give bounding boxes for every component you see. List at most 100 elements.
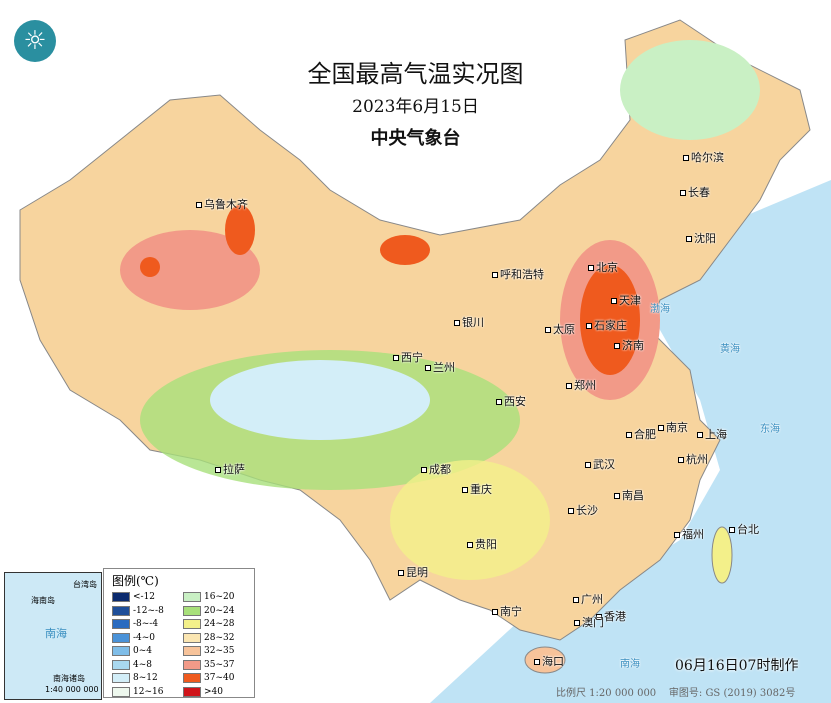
city-label: 广州 (573, 591, 603, 607)
legend-item: 37~40 (183, 672, 254, 685)
china-landmass (19, 19, 811, 641)
temp-zone-extreme-inner-mongolia (380, 235, 430, 265)
city-label: 南宁 (492, 603, 522, 619)
legend-item: >40 (183, 686, 254, 699)
city-label: 长春 (680, 184, 710, 200)
map-footer: 比例尺 1:20 000 000 审图号: GS (2019) 3082号 (556, 684, 795, 699)
legend-label: 0~4 (133, 646, 152, 657)
legend-label: 4~8 (133, 659, 152, 670)
legend-swatch (183, 646, 201, 657)
city-label: 杭州 (678, 451, 708, 467)
city-label: 太原 (545, 321, 575, 337)
temp-zone-northeast-green (620, 40, 760, 140)
legend-swatch (183, 686, 201, 697)
legend-item: 8~12 (112, 672, 183, 685)
legend-swatch (112, 686, 130, 697)
cma-logo-icon: ☼ (14, 20, 56, 62)
city-label: 重庆 (462, 481, 492, 497)
legend: 图例(℃) <-12 16~20 -12~-8 20~24 -8~-4 24~28 -4~0… (103, 568, 255, 698)
city-label: 武汉 (585, 456, 615, 472)
temp-zone-lightblue (210, 360, 430, 440)
legend-item: 32~35 (183, 645, 254, 658)
legend-item: -12~-8 (112, 605, 183, 618)
legend-label: 8~12 (133, 673, 158, 684)
legend-item: 4~8 (112, 659, 183, 672)
city-label: 济南 (614, 337, 644, 353)
city-label: 石家庄 (586, 317, 627, 333)
city-label: 长沙 (568, 502, 598, 518)
scale-text: 比例尺 1:20 000 000 (556, 688, 657, 699)
temp-zone-yellow (390, 460, 550, 580)
legend-item: <-12 (112, 591, 183, 604)
legend-item: 28~32 (183, 632, 254, 645)
temp-zone-extreme-turpan (225, 205, 255, 255)
map-number: 审图号: GS (2019) 3082号 (668, 688, 796, 699)
made-time: 06月16日07时制作 (675, 658, 799, 674)
city-label: 南京 (658, 419, 688, 435)
city-label: 上海 (697, 426, 727, 442)
city-label: 乌鲁木齐 (196, 196, 248, 212)
legend-label: <-12 (133, 592, 156, 603)
city-label: 沈阳 (686, 230, 716, 246)
legend-label: 20~24 (204, 605, 235, 616)
city-label: 拉萨 (215, 461, 245, 477)
city-label: 西安 (496, 393, 526, 409)
legend-item: -8~-4 (112, 618, 183, 631)
legend-label: 35~37 (204, 659, 235, 670)
inset-island-label: 海南岛 (31, 596, 55, 605)
south-china-sea-inset: 南海 海南岛 台湾岛 南海诸岛 1:40 000 000 (4, 572, 102, 700)
legend-label: >40 (204, 686, 223, 697)
agency-name: 中央气象台 (370, 128, 461, 149)
city-label: 天津 (611, 292, 641, 308)
taiwan-island (711, 526, 733, 584)
legend-swatch (112, 673, 130, 684)
sea-label: 渤海 (650, 304, 670, 315)
legend-item: 24~28 (183, 618, 254, 631)
legend-label: 24~28 (204, 619, 235, 630)
legend-item: 12~16 (112, 686, 183, 699)
legend-label: 12~16 (133, 686, 164, 697)
legend-swatch (112, 659, 130, 670)
legend-label: -8~-4 (133, 619, 159, 630)
legend-label: 28~32 (204, 632, 235, 643)
city-label: 贵阳 (467, 536, 497, 552)
city-label: 成都 (421, 461, 451, 477)
legend-swatch (112, 592, 130, 603)
legend-swatch (112, 632, 130, 643)
city-label: 南昌 (614, 487, 644, 503)
city-label: 香港 (596, 608, 626, 624)
city-label: 合肥 (626, 426, 656, 442)
legend-swatch (183, 632, 201, 643)
city-label: 昆明 (398, 564, 428, 580)
city-label: 福州 (674, 526, 704, 542)
city-label: 澳门 (574, 614, 604, 630)
city-label: 呼和浩特 (492, 266, 544, 282)
city-label: 海口 (534, 653, 564, 669)
legend-label: -12~-8 (133, 605, 164, 616)
inset-taiwan-label: 台湾岛 (73, 580, 97, 589)
legend-label: -4~0 (133, 632, 156, 643)
legend-swatch (183, 605, 201, 616)
temp-zone-extreme-tarim (140, 257, 160, 277)
inset-islands-label: 南海诸岛 (53, 674, 85, 683)
legend-item: 16~20 (183, 591, 254, 604)
legend-label: 16~20 (204, 592, 235, 603)
legend-swatch (112, 605, 130, 616)
map-title: 全国最高气温实况图 (307, 60, 524, 88)
sea-label: 东海 (760, 424, 780, 435)
legend-swatch (112, 646, 130, 657)
legend-swatch (183, 619, 201, 630)
city-label: 台北 (729, 521, 759, 537)
legend-item: -4~0 (112, 632, 183, 645)
city-label: 北京 (588, 259, 618, 275)
temp-zone-hot-xinjiang (120, 230, 260, 310)
city-label: 郑州 (566, 377, 596, 393)
city-label: 西宁 (393, 349, 423, 365)
map-date: 2023年6月15日 (352, 97, 479, 117)
city-label: 哈尔滨 (683, 149, 724, 165)
legend-item: 0~4 (112, 645, 183, 658)
sea-area (430, 180, 831, 703)
legend-item: 20~24 (183, 605, 254, 618)
sea-label: 黄海 (720, 344, 740, 355)
inset-sea-label: 南海 (45, 627, 67, 640)
